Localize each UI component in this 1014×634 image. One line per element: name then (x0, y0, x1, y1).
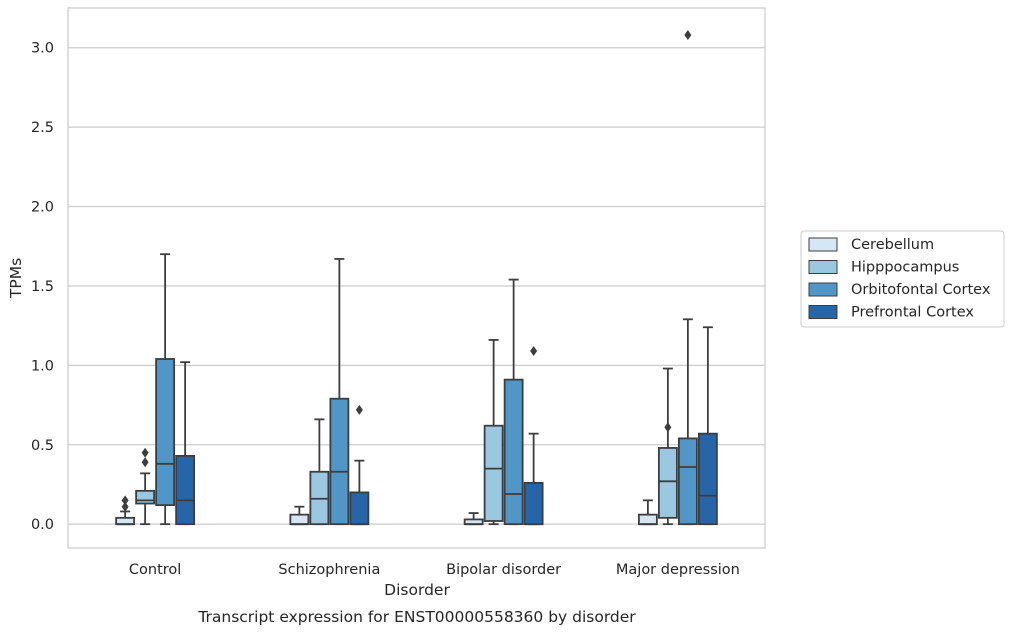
box-body (483, 424, 504, 522)
box-body (289, 513, 310, 526)
y-axis-label: TPMs (7, 258, 25, 299)
y-tick-label: 2.5 (31, 120, 54, 136)
box-1-2 (329, 258, 350, 526)
plot-frame (67, 7, 766, 549)
x-tick-label: Control (129, 562, 181, 578)
box-body (115, 516, 136, 526)
box-body (697, 432, 718, 526)
grid-lines (68, 47, 765, 525)
outlier-point (355, 404, 363, 415)
legend-items: Cerebellum Hipppocampus Orbitofontal Corte… (808, 237, 991, 321)
legend-label: Prefrontal Cortex (851, 305, 974, 321)
box-body (523, 481, 544, 526)
box-body (503, 378, 524, 526)
box-body (329, 397, 350, 526)
box-body (657, 447, 678, 519)
box-body (155, 358, 176, 507)
boxes-layer (115, 30, 718, 526)
x-tick-label: Bipolar disorder (446, 562, 561, 578)
box-3-1 (657, 367, 678, 526)
box-body (135, 489, 156, 505)
chart-caption: Transcript expression for ENST0000055836… (197, 608, 636, 626)
box-2-2 (503, 278, 524, 526)
legend-label: Hipppocampus (851, 260, 959, 276)
box-0-1 (135, 447, 156, 526)
legend-label: Cerebellum (851, 237, 934, 253)
legend-swatch (808, 260, 838, 274)
box-0-2 (155, 253, 176, 526)
outlier-point (141, 457, 149, 468)
box-body (637, 513, 658, 526)
outlier-point (121, 495, 129, 506)
x-tick-labels: Control Schizophrenia Bipolar disorder Majo… (129, 562, 740, 578)
y-tick-label: 1.5 (31, 279, 54, 295)
box-3-3 (697, 326, 718, 526)
legend: Cerebellum Hipppocampus Orbitofontal Corte… (800, 230, 1005, 328)
legend-label: Orbitofontal Cortex (851, 282, 991, 298)
y-tick-label: 0.5 (31, 438, 54, 454)
outlier-point (684, 30, 692, 40)
box-1-0 (289, 505, 310, 526)
box-0-0 (115, 495, 136, 526)
legend-frame (800, 230, 1005, 328)
x-axis-label: Disorder (384, 581, 450, 599)
x-tick-label: Major depression (616, 562, 740, 578)
y-tick-labels: 0.0 0.5 1.0 1.5 2.0 2.5 3.0 (31, 41, 54, 533)
legend-swatch (808, 237, 838, 252)
box-3-2 (677, 30, 698, 526)
box-3-0 (637, 499, 658, 526)
outlier-point (530, 346, 538, 357)
y-tick-label: 0.0 (31, 517, 54, 533)
y-tick-label: 3.0 (31, 41, 54, 57)
box-0-3 (175, 361, 196, 526)
outlier-point (664, 422, 672, 433)
outlier-point (121, 501, 129, 512)
box-1-3 (349, 404, 370, 526)
box-1-1 (309, 418, 330, 526)
box-2-3 (523, 346, 544, 526)
x-tick-label: Schizophrenia (278, 562, 380, 578)
box-2-0 (463, 512, 484, 526)
legend-swatch (808, 305, 838, 319)
box-body (677, 437, 698, 526)
y-tick-label: 1.0 (31, 358, 54, 374)
y-tick-label: 2.0 (31, 200, 54, 216)
box-2-1 (483, 339, 504, 526)
legend-swatch (808, 282, 838, 297)
box-body (175, 454, 196, 526)
outlier-point (141, 447, 149, 458)
box-body (349, 491, 370, 526)
